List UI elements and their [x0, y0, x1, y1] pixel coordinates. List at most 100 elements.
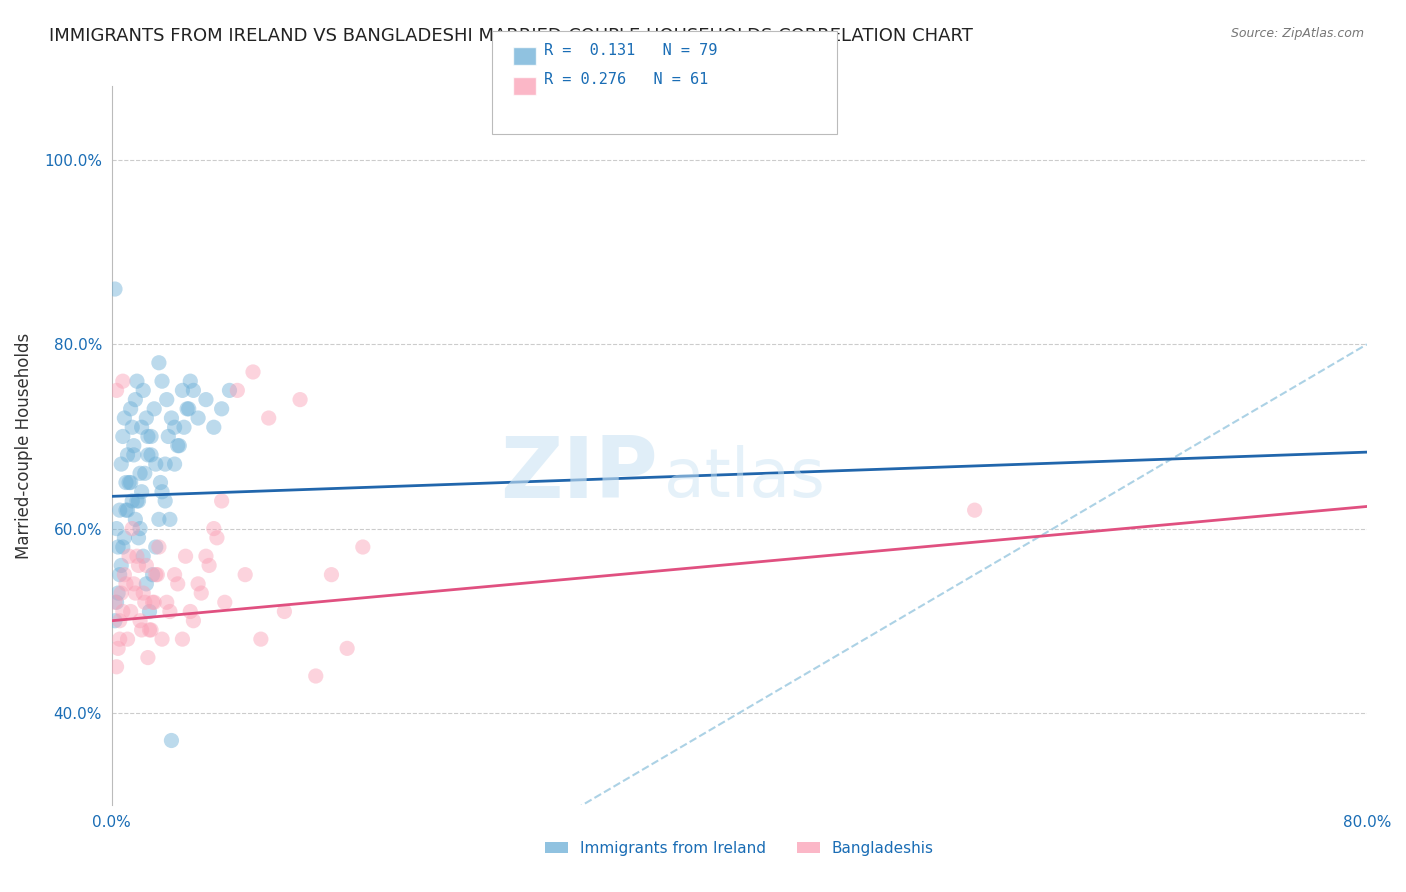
Point: [257, 411, 280, 425]
Point: [190, 586, 212, 600]
Point: [117, 632, 139, 647]
Point: [149, 475, 172, 490]
Point: [115, 503, 138, 517]
Point: [108, 632, 131, 647]
Point: [111, 605, 134, 619]
Point: [157, 429, 180, 443]
Point: [187, 577, 209, 591]
Point: [163, 457, 186, 471]
Point: [110, 558, 132, 573]
Point: [110, 586, 132, 600]
Text: R = 0.276   N = 61: R = 0.276 N = 61: [544, 72, 709, 87]
Point: [121, 494, 143, 508]
Y-axis label: Married-couple Households: Married-couple Households: [15, 333, 32, 558]
Point: [135, 411, 157, 425]
Point: [150, 374, 173, 388]
Point: [129, 522, 152, 536]
Point: [288, 392, 311, 407]
Point: [159, 605, 181, 619]
Point: [115, 577, 138, 591]
Point: [132, 384, 155, 398]
Text: IMMIGRANTS FROM IRELAND VS BANGLADESHI MARRIED-COUPLE HOUSEHOLDS CORRELATION CHA: IMMIGRANTS FROM IRELAND VS BANGLADESHI M…: [49, 27, 973, 45]
Point: [172, 632, 194, 647]
Point: [214, 595, 236, 609]
Point: [173, 420, 195, 434]
Point: [125, 374, 148, 388]
Point: [108, 503, 131, 517]
Point: [153, 457, 176, 471]
Point: [131, 420, 153, 434]
Point: [160, 733, 183, 747]
Point: [118, 475, 141, 490]
Point: [352, 540, 374, 554]
Point: [163, 420, 186, 434]
Point: [963, 503, 986, 517]
Point: [148, 356, 170, 370]
Point: [124, 512, 146, 526]
Point: [124, 586, 146, 600]
Point: [160, 411, 183, 425]
Point: [120, 401, 142, 416]
Point: [148, 512, 170, 526]
Point: [202, 522, 225, 536]
Point: [111, 429, 134, 443]
Point: [136, 650, 159, 665]
Point: [118, 549, 141, 564]
Point: [115, 475, 138, 490]
Point: [218, 384, 240, 398]
Point: [135, 577, 157, 591]
Text: atlas: atlas: [664, 445, 825, 511]
Point: [226, 384, 249, 398]
Point: [139, 448, 162, 462]
Point: [250, 632, 273, 647]
Point: [134, 467, 156, 481]
Point: [143, 595, 166, 609]
Point: [111, 374, 134, 388]
Point: [131, 623, 153, 637]
Point: [128, 531, 150, 545]
Point: [110, 457, 132, 471]
Point: [131, 484, 153, 499]
Point: [172, 384, 194, 398]
Point: [156, 392, 179, 407]
Point: [121, 522, 143, 536]
Point: [166, 577, 188, 591]
Point: [112, 411, 135, 425]
Point: [117, 448, 139, 462]
Point: [138, 605, 160, 619]
Point: [107, 540, 129, 554]
Point: [159, 512, 181, 526]
Point: [105, 595, 128, 609]
Point: [111, 540, 134, 554]
Point: [108, 614, 131, 628]
Point: [146, 567, 169, 582]
Point: [194, 392, 217, 407]
Point: [105, 384, 128, 398]
Point: [156, 595, 179, 609]
Point: [242, 365, 264, 379]
Point: [136, 448, 159, 462]
Text: Source: ZipAtlas.com: Source: ZipAtlas.com: [1230, 27, 1364, 40]
Point: [211, 401, 233, 416]
Point: [107, 586, 129, 600]
Point: [112, 531, 135, 545]
Point: [148, 540, 170, 554]
Point: [139, 429, 162, 443]
Point: [120, 475, 142, 490]
Point: [305, 669, 328, 683]
Point: [169, 439, 191, 453]
Point: [145, 540, 167, 554]
Point: [143, 401, 166, 416]
Point: [132, 586, 155, 600]
Point: [174, 549, 197, 564]
Point: [153, 494, 176, 508]
Point: [205, 531, 228, 545]
Point: [104, 595, 127, 609]
Point: [177, 401, 200, 416]
Point: [122, 448, 145, 462]
Point: [104, 282, 127, 296]
Point: [117, 503, 139, 517]
Point: [176, 401, 198, 416]
Point: [321, 567, 343, 582]
Point: [150, 632, 173, 647]
